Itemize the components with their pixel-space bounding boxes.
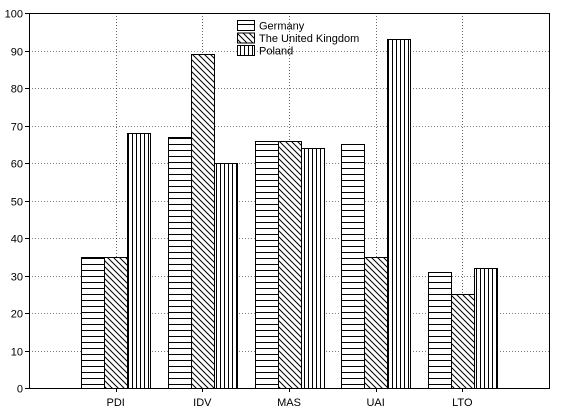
y-tick-label: 100 [5,9,23,21]
x-tick-label-idv: IDV [193,397,212,409]
bar-mas-series-3 [301,148,325,389]
bar-lto-series-1 [428,272,452,389]
x-tick-label-pdi: PDI [106,397,124,409]
legend-swatch [237,20,255,31]
y-tick-label: 90 [11,47,23,59]
x-axis: PDI IDV MAS UAI LTO [106,388,473,409]
legend-swatch [237,45,255,56]
y-tick-label: 70 [11,122,23,134]
y-tick-label: 50 [11,197,23,209]
bar-lto-series-3 [474,268,498,389]
bar-idv-series-2 [191,54,215,389]
y-tick-label: 40 [11,234,23,246]
y-tick-label: 30 [11,272,23,284]
bar-mas-series-2 [278,141,302,389]
y-tick-label: 10 [11,347,23,359]
legend-label: The United Kingdom [259,33,359,45]
bar-uai-series-2 [364,257,388,389]
bar-idv-series-3 [214,163,238,389]
bar-mas-series-1 [255,141,279,389]
y-tick-label: 60 [11,159,23,171]
bar-uai-series-1 [341,144,365,389]
legend-swatch [237,32,255,44]
bar-uai-series-3 [387,39,411,389]
bar-pdi-series-3 [127,133,151,389]
bar-lto-series-2 [451,294,475,389]
bar-pdi-series-2 [104,257,128,389]
x-tick-label-uai: UAI [366,397,384,409]
y-tick-label: 20 [11,309,23,321]
bar-idv-series-1 [168,137,192,389]
y-tick-label: 0 [17,384,23,396]
y-tick-label: 80 [11,84,23,96]
y-axis: 0 10 20 30 40 50 60 70 80 90 100 [5,9,29,396]
bar-pdi-series-1 [81,257,105,389]
bars [81,39,498,389]
x-tick-label-mas: MAS [277,397,301,409]
x-tick-label-lto: LTO [452,397,473,409]
legend-label: Germany [259,21,305,33]
legend-label: Poland [259,46,293,58]
